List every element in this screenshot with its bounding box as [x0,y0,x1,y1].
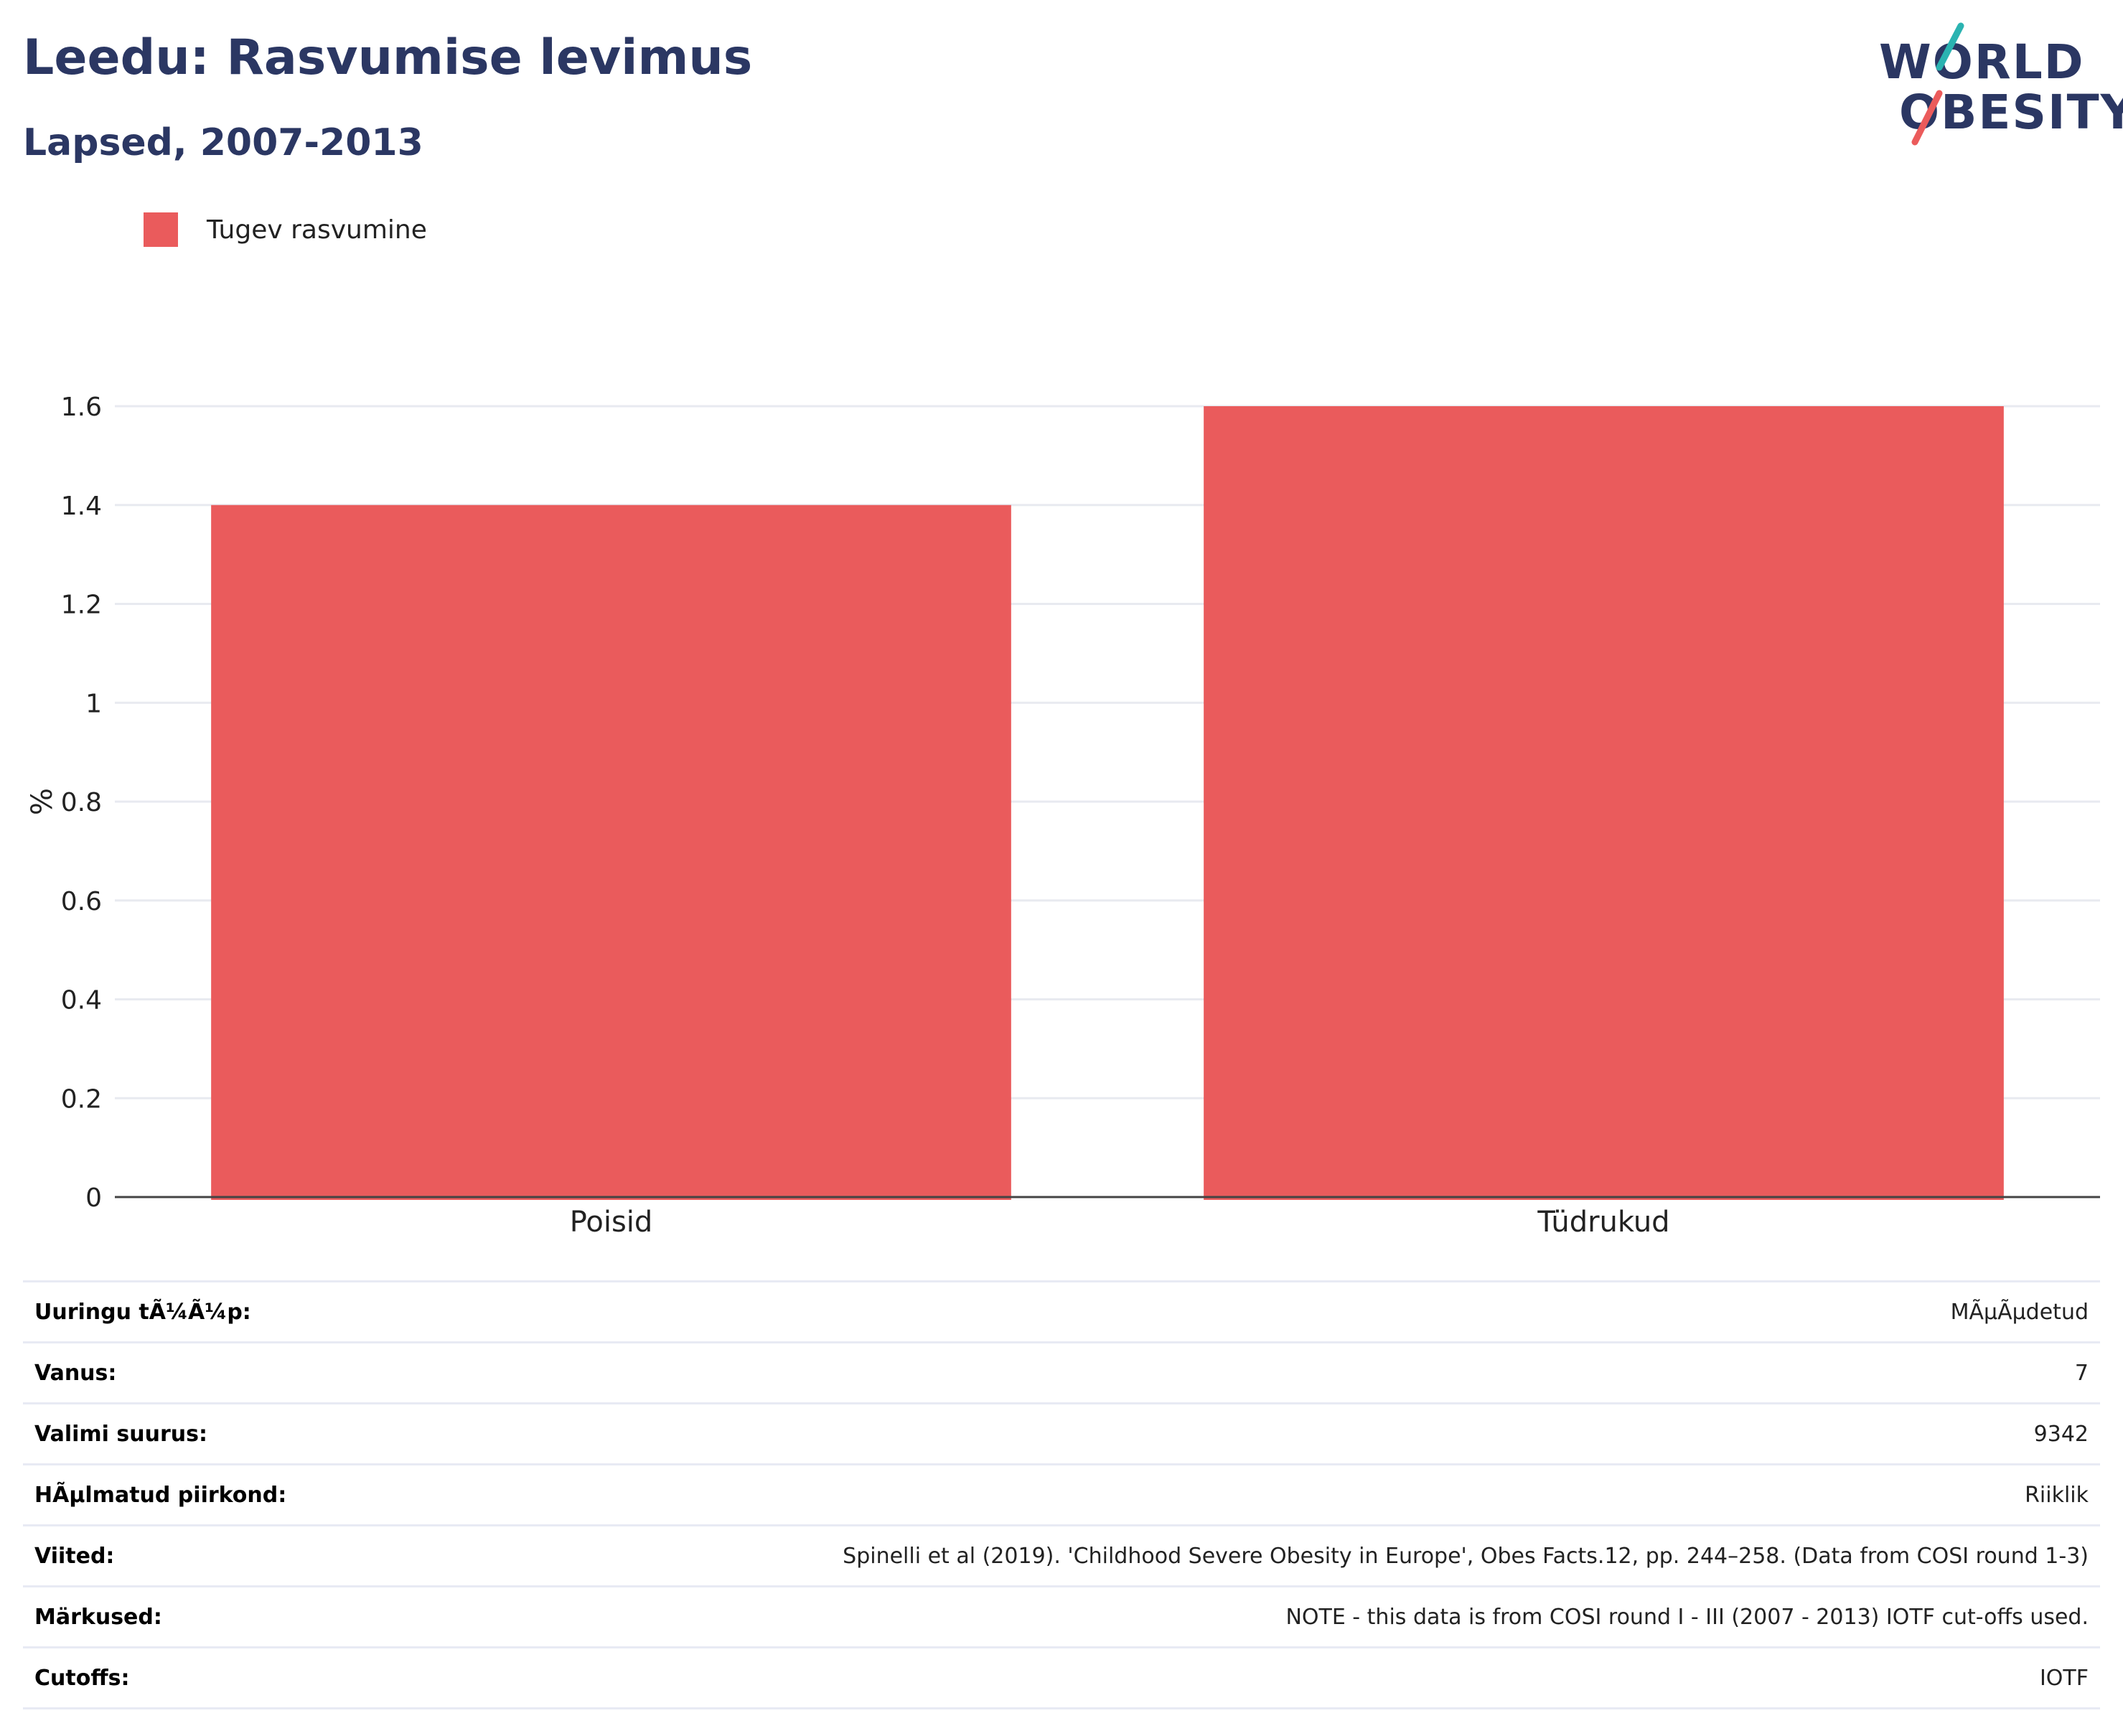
metadata-key: Uuringu tÃ¼Ã¼p: [23,1280,393,1343]
metadata-value: IOTF [393,1646,2100,1709]
metadata-row: Viited: Spinelli et al (2019). 'Childhood… [23,1524,2100,1587]
world-obesity-logo: WORLD OBESITY [1866,22,2123,151]
metadata-key: Vanus: [23,1341,393,1404]
x-tick-label: Poisid [570,1206,653,1239]
y-tick-label: 0.8 [61,788,102,817]
metadata-key: Viited: [23,1524,393,1587]
y-tick-label: 1.6 [61,393,102,422]
y-tick-label: 0.6 [61,887,102,916]
x-tick-label: Tüdrukud [1537,1206,1669,1239]
chart-title: Leedu: Rasvumise levimus [23,29,753,86]
metadata-value: Spinelli et al (2019). 'Childhood Severe… [393,1524,2100,1587]
metadata-key: HÃµlmatud piirkond: [23,1463,393,1526]
logo-word-world: WORLD [1879,34,2085,90]
y-tick-label: 0.4 [61,986,102,1015]
y-tick-label: 1.2 [61,591,102,620]
legend-label: Tugev rasvumine [207,215,427,245]
bar-poisid [211,505,1011,1200]
chart-legend: Tugev rasvumine [144,212,427,247]
metadata-row: Valimi suurus: 9342 [23,1402,2100,1465]
bar-tüdrukud [1204,406,2004,1200]
metadata-row: Märkused: NOTE - this data is from COSI r… [23,1585,2100,1648]
metadata-key: Märkused: [23,1585,393,1648]
legend-swatch [144,212,178,247]
chart-subtitle: Lapsed, 2007-2013 [23,121,423,164]
y-tick-label: 1 [85,689,102,718]
metadata-value: MÃµÃµdetud [393,1280,2100,1343]
metadata-value: Riiklik [393,1463,2100,1526]
metadata-value: NOTE - this data is from COSI round I - … [393,1585,2100,1648]
y-tick-label: 1.4 [61,492,102,521]
logo-slash-icon [1911,22,1964,146]
metadata-key: Cutoffs: [23,1646,393,1709]
metadata-row: Vanus: 7 [23,1341,2100,1404]
metadata-value: 9342 [393,1402,2100,1465]
bar-chart: 0 0.2 0.4 0.6 0.8 1 1.2 1.4 1.6 Poisid Tüdrukud% [26,393,2100,1239]
metadata-row: Uuringu tÃ¼Ã¼p: MÃµÃµdetud [23,1280,2100,1343]
metadata-value: 7 [393,1341,2100,1404]
metadata-key: Valimi suurus: [23,1402,393,1465]
metadata-row: Cutoffs: IOTF [23,1646,2100,1709]
y-axis-label: % [26,788,59,815]
y-tick-label: 0 [85,1183,102,1213]
y-tick-label: 0.2 [61,1084,102,1114]
metadata-table: Uuringu tÃ¼Ã¼p: MÃµÃµdetud Vanus: 7 Valimi s… [23,1280,2100,1709]
metadata-row: HÃµlmatud piirkond: Riiklik [23,1463,2100,1526]
